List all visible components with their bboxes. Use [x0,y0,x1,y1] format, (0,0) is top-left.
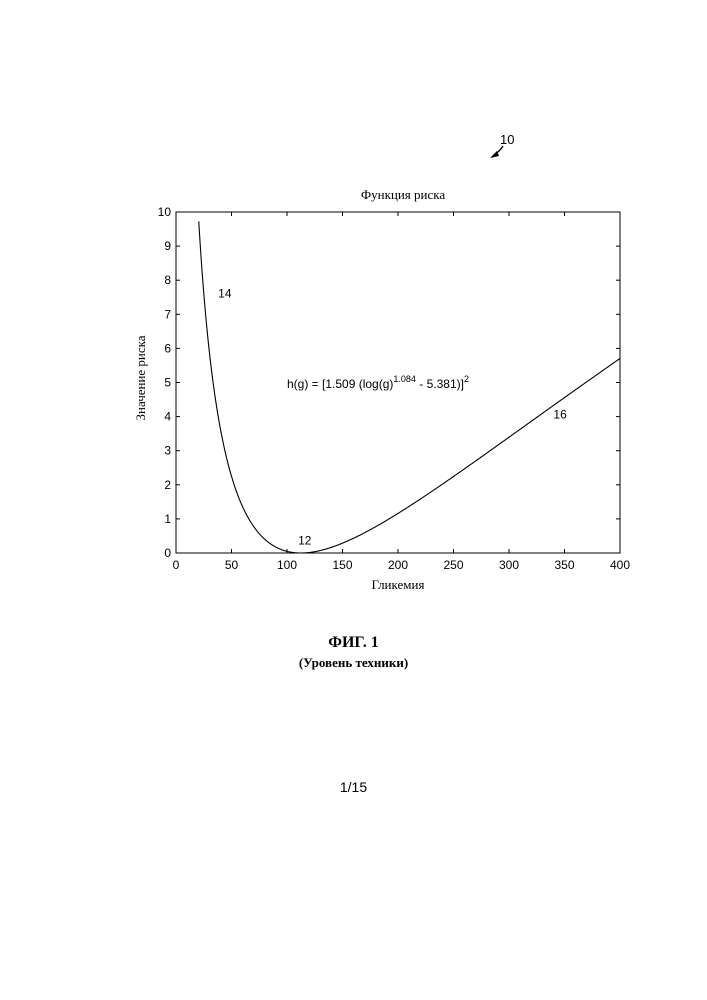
y-tick-label: 8 [164,273,171,287]
figure-sublabel: (Уровень техники) [0,655,707,671]
curve-annotations: 14 12 16 [218,286,567,547]
x-axis-ticks: 0 50 100 150 200 250 300 350 400 [173,212,631,572]
curve-annotation-label: 12 [298,533,312,547]
formula-outer-exponent: 2 [464,374,469,384]
x-tick-label: 350 [554,558,574,572]
y-tick-label: 2 [164,478,171,492]
y-tick-label: 4 [164,410,171,424]
chart-title: Функция риска [361,187,446,202]
y-tick-label: 5 [164,376,171,390]
formula-middle: - 5.381)] [416,377,464,391]
figure-label: ФИГ. 1 [0,634,707,652]
formula-label: h(g) = [1.509 (log(g)1.084 - 5.381)]2 [287,374,469,391]
page-number: 1/15 [0,779,707,795]
y-tick-label: 3 [164,444,171,458]
y-tick-label: 6 [164,341,171,355]
x-tick-label: 50 [225,558,239,572]
figure-reference-number: 10 [500,132,514,147]
y-axis-label: Значение риска [133,335,148,420]
y-tick-label: 1 [164,512,171,526]
x-tick-label: 400 [610,558,630,572]
formula-base: h(g) = [1.509 (log(g) [287,377,393,391]
x-tick-label: 150 [332,558,352,572]
curve-annotation-label: 16 [553,407,567,421]
y-tick-label: 10 [158,205,172,219]
x-tick-label: 200 [388,558,408,572]
curve-annotation-label: 14 [218,286,232,300]
x-tick-label: 300 [499,558,519,572]
y-tick-label: 7 [164,307,171,321]
x-tick-label: 0 [173,558,180,572]
x-axis-label: Гликемия [372,577,425,592]
x-tick-label: 250 [443,558,463,572]
y-tick-label: 0 [164,546,171,560]
risk-curve-line [199,221,620,553]
y-tick-label: 9 [164,239,171,253]
formula-exponent: 1.084 [393,374,416,384]
x-tick-label: 100 [277,558,297,572]
